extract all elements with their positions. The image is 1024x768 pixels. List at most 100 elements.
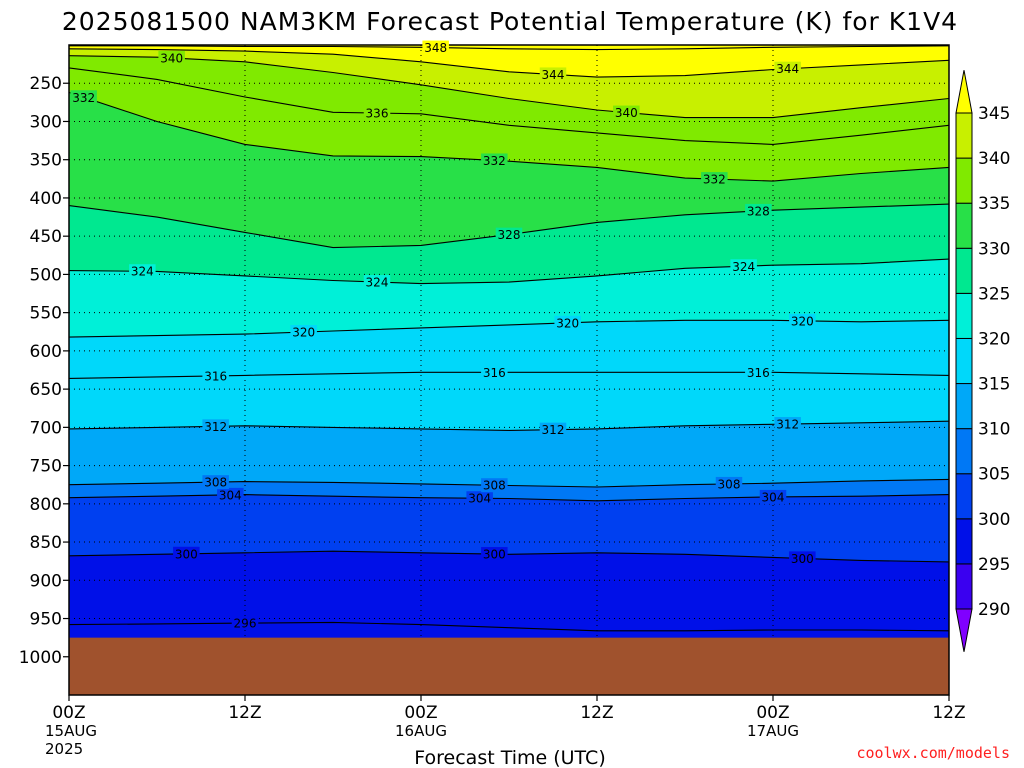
- isentrope-296: [69, 621, 949, 632]
- isentrope-label: 296: [234, 617, 257, 631]
- colorbar-bin: [955, 247, 973, 294]
- colorbar-bin: [955, 337, 973, 385]
- isentrope-label-bg: [231, 616, 259, 631]
- colorbar-bin: [955, 70, 973, 114]
- isentrope-label-bg: [481, 365, 508, 380]
- colorbar-bin: [955, 473, 973, 520]
- isentrope-label-bg: [202, 419, 229, 434]
- isentrope-label: 324: [732, 260, 755, 274]
- isentrope-label-group: 324: [363, 275, 391, 290]
- isentrope-label: 304: [762, 490, 785, 504]
- chart-title: 2025081500 NAM3KM Forecast Potential Tem…: [62, 7, 958, 36]
- isentrope-label-group: 296: [231, 616, 259, 631]
- ground-below-surface: [69, 637, 949, 695]
- y-axis-ticks: 250 300 350 400 450 500 550 600 650 700 750 800 850 9…: [19, 74, 69, 668]
- isentrope-label-group: 344: [774, 61, 801, 76]
- isentrope-label: 348: [424, 41, 447, 55]
- isentrope-label-group: 308: [202, 475, 229, 490]
- isentrope-label-bg: [481, 547, 508, 562]
- isentrope-label: 300: [175, 547, 198, 561]
- y-tick-label: 900: [30, 571, 62, 591]
- credit-text[interactable]: coolwx.com/models: [856, 744, 1010, 762]
- x-tick-label: 00Z: [52, 703, 85, 723]
- isentrope-label-group: 300: [173, 546, 200, 561]
- isentrope-label: 304: [468, 492, 491, 506]
- isentrope-label-group: 332: [701, 172, 728, 187]
- colorbar-bin: [955, 157, 973, 204]
- isentrope-label-bg: [217, 487, 244, 502]
- plot-area: [69, 45, 949, 695]
- y-tick-label: 500: [30, 265, 62, 285]
- isentrope-304: [69, 494, 949, 502]
- isentrope-label: 308: [483, 479, 506, 493]
- isentrope-label: 328: [498, 228, 521, 242]
- isentrope-label: 340: [160, 52, 183, 66]
- colorbar-tick-label: 290: [978, 600, 1010, 620]
- isentrope-label: 304: [219, 488, 242, 502]
- isentrope-label-group: 312: [539, 422, 567, 437]
- band-328: [69, 204, 949, 284]
- isentrope-label: 332: [483, 154, 506, 168]
- isentrope-label-bg: [70, 90, 97, 105]
- isentrope-label-bg: [745, 203, 772, 218]
- colorbar-tick-label: 325: [978, 284, 1010, 304]
- x-axis-label: Forecast Time (UTC): [414, 747, 605, 768]
- colorbar-bin: [955, 202, 973, 249]
- isentrope-label-group: 336: [363, 106, 391, 121]
- isentrope-336: [69, 67, 949, 145]
- isentrope-label-group: 332: [70, 90, 97, 105]
- isentrope-label-bg: [774, 417, 801, 432]
- isentrope-label: 308: [204, 476, 227, 490]
- colorbar-tick-label: 340: [978, 149, 1010, 169]
- isentrope-label: 312: [542, 423, 565, 437]
- isentrope-label-group: 344: [539, 67, 567, 82]
- colorbar-bin: [955, 292, 973, 339]
- band-316: [69, 372, 949, 431]
- isentrope-label-group: 316: [202, 368, 229, 383]
- isentrope-label-group: 348: [422, 40, 449, 55]
- isentrope-label: 340: [615, 106, 638, 120]
- x-tick-label: 12Z: [228, 703, 261, 723]
- isentrope-label-bg: [481, 478, 508, 493]
- isentrope-label: 312: [776, 418, 799, 432]
- isentrope-label-group: 312: [202, 419, 229, 434]
- isentrope-label: 344: [776, 62, 799, 76]
- isentrope-label: 316: [747, 366, 770, 380]
- isentrope-340: [69, 55, 949, 119]
- isentrope-label-bg: [759, 489, 787, 504]
- colorbar-bin: [955, 518, 973, 565]
- y-tick-label: 850: [30, 533, 62, 553]
- isentrope-label-group: 308: [481, 478, 508, 493]
- isentrope-label-bg: [539, 422, 567, 437]
- colorbar-tick-label: 315: [978, 375, 1010, 395]
- isentrope-label: 328: [747, 204, 770, 218]
- isentrope-label-group: 316: [745, 365, 772, 380]
- isentrope-label: 320: [292, 326, 315, 340]
- colorbar-bin: [955, 112, 973, 159]
- band-304: [69, 494, 949, 562]
- x-tick-label: 17AUG: [747, 722, 799, 740]
- isentrope-label-group: 320: [789, 313, 816, 328]
- x-tick-label: 16AUG: [395, 722, 447, 740]
- band-332: [69, 92, 949, 248]
- isentrope-label-bg: [730, 259, 757, 274]
- isentrope-label: 324: [366, 276, 389, 290]
- x-tick-label: 00Z: [404, 703, 437, 723]
- isentrope-label-bg: [158, 51, 185, 65]
- isentrope-label-bg: [789, 551, 816, 566]
- y-tick-label: 800: [30, 495, 62, 515]
- isentrope-label-bg: [202, 368, 229, 383]
- isentrope-label-group: 320: [290, 325, 317, 340]
- y-tick-label: 950: [30, 610, 62, 630]
- isentrope-label-bg: [363, 106, 391, 121]
- colorbar-bin: [955, 608, 973, 652]
- isentrope-label: 300: [791, 552, 814, 566]
- x-tick-label: 12Z: [580, 703, 613, 723]
- isentrope-label-bg: [774, 61, 801, 76]
- isentrope-label: 312: [204, 420, 227, 434]
- isentrope-label-bg: [481, 153, 508, 168]
- isentrope-324: [69, 258, 949, 285]
- isentrope-label-group: 304: [759, 489, 787, 504]
- colorbar-tick-label: 305: [978, 465, 1010, 485]
